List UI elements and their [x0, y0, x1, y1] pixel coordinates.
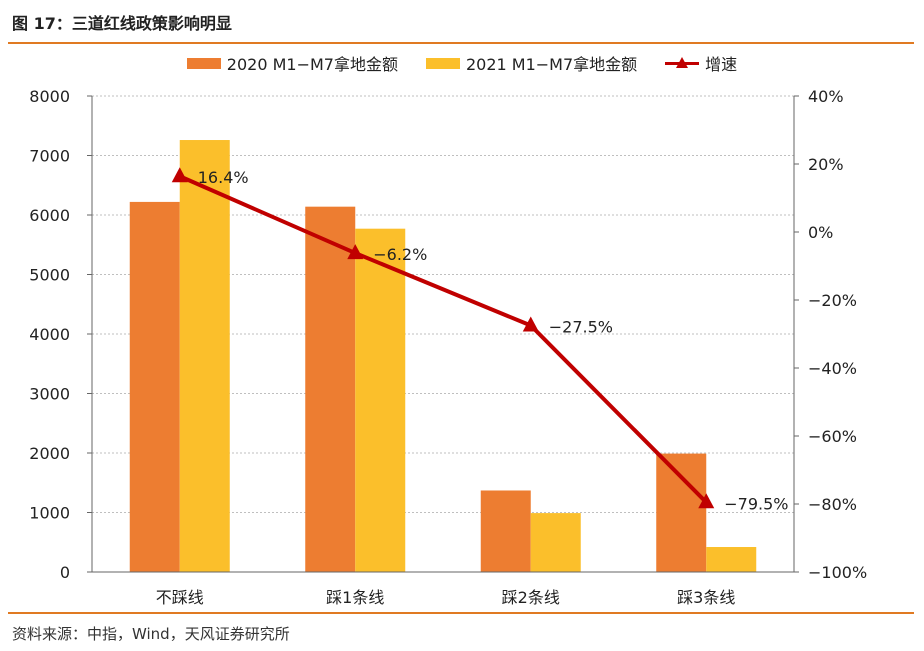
- growth-line: [178, 174, 708, 504]
- y-left-tick-label: 7000: [29, 147, 70, 166]
- bar-2021: [530, 513, 581, 572]
- y-left-tick-label: 0: [60, 563, 70, 582]
- y-left-tick-label: 6000: [29, 206, 70, 225]
- growth-data-label: 16.4%: [198, 168, 249, 187]
- bar-2020: [656, 453, 707, 572]
- y-right-tick-label: −80%: [808, 495, 857, 514]
- source-note: 资料来源：中指，Wind，天风证券研究所: [12, 625, 290, 643]
- legend-item-2021: 2021 M1−M7拿地金额: [425, 51, 638, 75]
- y-right-tick-label: −60%: [808, 427, 857, 446]
- y-right-tick-label: 0%: [808, 223, 833, 242]
- bar-2021: [706, 547, 757, 572]
- growth-data-label: −6.2%: [373, 245, 427, 264]
- y-left-tick-label: 8000: [29, 87, 70, 106]
- legend-item-growth: 增速: [665, 51, 737, 75]
- legend: 2020 M1−M7拿地金额 2021 M1−M7拿地金额 增速: [0, 51, 924, 75]
- x-tick-label: 踩3条线: [677, 588, 735, 607]
- growth-marker: [347, 244, 364, 260]
- y-left-tick-label: 5000: [29, 266, 70, 285]
- legend-label-2021: 2021 M1−M7拿地金额: [465, 55, 638, 74]
- bar-2020: [129, 201, 180, 572]
- x-tick-label: 踩1条线: [326, 588, 384, 607]
- growth-data-label: −27.5%: [549, 318, 613, 337]
- y-right-tick-label: −20%: [808, 291, 857, 310]
- y-left-tick-label: 3000: [29, 385, 70, 404]
- growth-marker: [522, 316, 539, 332]
- legend-swatch-growth: [665, 56, 700, 70]
- legend-label-2020: 2020 M1−M7拿地金额: [226, 55, 398, 74]
- y-right-tick-label: −100%: [808, 563, 867, 582]
- chart-title: 图 17：三道红线政策影响明显: [12, 14, 232, 33]
- growth-marker: [171, 167, 188, 183]
- legend-label-growth: 增速: [705, 55, 738, 74]
- bar-2020: [480, 490, 531, 572]
- footer-rule: [8, 612, 914, 614]
- bar-2021: [179, 140, 230, 572]
- growth-data-label: −79.5%: [724, 494, 788, 513]
- x-tick-label: 不踩线: [156, 588, 204, 607]
- bar-2020: [305, 206, 356, 573]
- y-right-tick-label: 40%: [808, 87, 844, 106]
- growth-marker: [698, 493, 715, 509]
- legend-swatch-2020: [186, 57, 221, 69]
- y-left-tick-label: 4000: [29, 325, 70, 344]
- y-left-tick-label: 2000: [29, 444, 70, 463]
- y-left-tick-label: 1000: [29, 504, 70, 523]
- y-right-tick-label: 20%: [808, 155, 844, 174]
- x-tick-label: 踩2条线: [502, 588, 560, 607]
- legend-swatch-2021: [425, 57, 460, 69]
- bar-2021: [355, 228, 406, 572]
- title-rule: [8, 42, 914, 44]
- y-right-tick-label: −40%: [808, 359, 857, 378]
- legend-item-2020: 2020 M1−M7拿地金额: [186, 51, 398, 75]
